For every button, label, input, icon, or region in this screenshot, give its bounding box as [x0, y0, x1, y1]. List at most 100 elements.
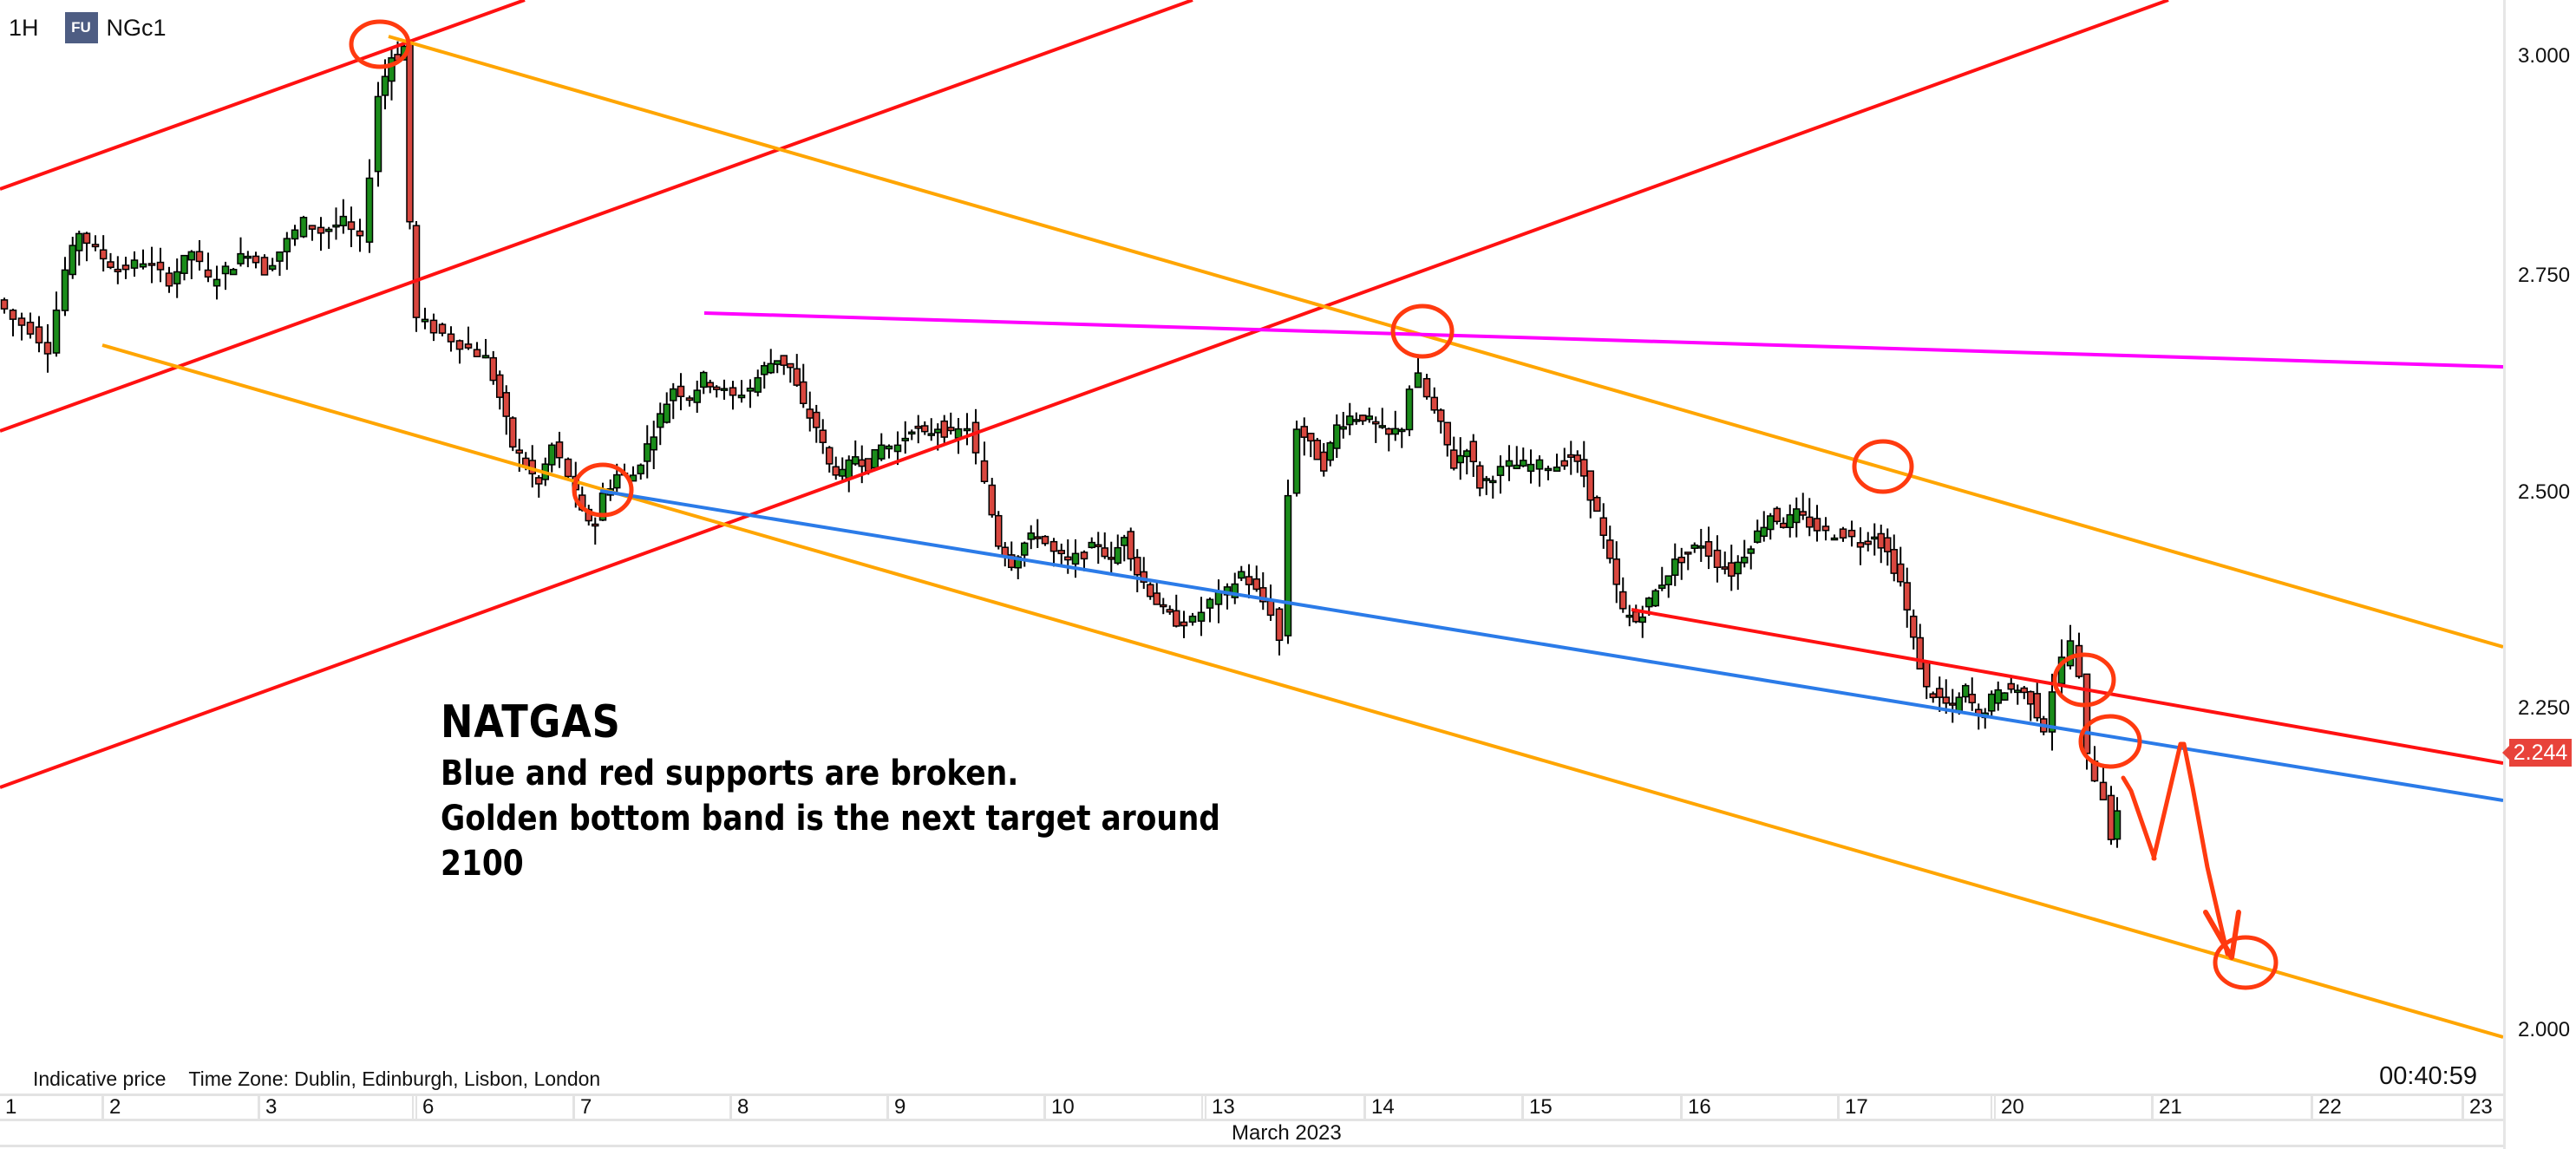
candle-body — [317, 226, 325, 234]
candle-body — [489, 356, 497, 382]
candle-body — [1968, 694, 1976, 704]
candle-body — [1153, 592, 1161, 605]
futures-badge-icon: FU — [64, 12, 98, 43]
candle-body — [221, 265, 230, 275]
candle-body — [252, 255, 260, 264]
candle-body — [1632, 610, 1640, 623]
time-axis[interactable]: 1 2 3 6 7 8 9 10 13 14 15 16 17 20 21 22 23 — [0, 1094, 2503, 1121]
candle-body — [1463, 450, 1471, 458]
candle-body — [82, 232, 91, 245]
chart-header: 1H FU NGc1 — [9, 12, 167, 43]
red-lower-channel-line — [0, 0, 2169, 789]
candle-body — [637, 464, 644, 475]
candle-body — [793, 368, 801, 386]
candle-body — [774, 360, 781, 365]
candle-body — [455, 340, 464, 350]
candle-body — [1897, 563, 1905, 583]
candle-body — [237, 252, 245, 264]
candle-body — [438, 323, 447, 334]
candle-body — [1513, 464, 1520, 470]
candle-body — [99, 249, 108, 260]
candle-body — [839, 468, 847, 477]
bar-countdown-timer: 00:40:59 — [2379, 1062, 2477, 1090]
annotation-line-1: Blue and red supports are broken. — [441, 754, 1019, 793]
timeframe-label[interactable]: 1H — [9, 14, 39, 41]
candle-body — [1300, 426, 1308, 438]
symbol-info[interactable]: FU NGc1 — [64, 12, 167, 43]
candle-body — [1773, 507, 1781, 523]
candle-body — [1385, 428, 1393, 435]
price-axis-label: 3.000 — [2518, 44, 2571, 68]
candle-body — [813, 411, 821, 428]
candle-body — [2107, 794, 2115, 840]
candle-body — [852, 456, 860, 465]
date-tick-20: 20 — [1991, 1096, 2024, 1119]
candle-body — [1476, 465, 1484, 489]
candle-body — [1049, 540, 1058, 552]
date-tick-2: 2 — [101, 1096, 121, 1119]
candle-body — [61, 269, 69, 311]
time-zone-label: Time Zone: Dublin, Edinburgh, Lisbon, Lo… — [188, 1067, 601, 1090]
candle-body — [347, 221, 356, 231]
candle-body — [535, 477, 543, 485]
candle-body — [1793, 508, 1801, 524]
month-axis: March 2023 — [0, 1121, 2503, 1147]
candle-body — [761, 365, 768, 375]
date-tick-17: 17 — [1837, 1096, 1868, 1119]
price-axis-label: 2.000 — [2518, 1018, 2571, 1041]
candle-body — [1671, 558, 1679, 576]
candle-body — [613, 473, 621, 489]
candle-body — [374, 95, 382, 173]
chart-area[interactable] — [0, 0, 2503, 1067]
candle-body — [1292, 428, 1301, 494]
candle-body — [1339, 426, 1347, 430]
candle-body — [1430, 396, 1438, 411]
candle-body — [1864, 540, 1872, 545]
candle-body — [1127, 531, 1134, 560]
candle-body — [677, 385, 685, 397]
candle-body — [1713, 549, 1722, 568]
candle-body — [291, 229, 299, 240]
candle-body — [165, 272, 173, 287]
candle-body — [1697, 545, 1705, 549]
candle-body — [496, 374, 504, 398]
candle-body — [1259, 587, 1267, 603]
candle-body — [1080, 552, 1089, 560]
price-axis-label: 2.500 — [2518, 480, 2571, 504]
date-tick-21: 21 — [2151, 1096, 2182, 1119]
candle-body — [832, 466, 840, 476]
candle-body — [381, 75, 389, 96]
candle-body — [195, 251, 204, 263]
candle-body — [1923, 661, 1931, 688]
candle-body — [767, 362, 775, 374]
candle-body — [1064, 556, 1072, 561]
candle-body — [1573, 454, 1581, 462]
candle-body — [908, 431, 916, 435]
candle-body — [1372, 421, 1380, 425]
candle-body — [1821, 526, 1830, 532]
candle-body — [1664, 575, 1672, 585]
candle-body — [1830, 537, 1839, 541]
candle-body — [819, 429, 827, 443]
candle-body — [858, 459, 866, 467]
candle-body — [700, 371, 708, 388]
candle-body — [412, 225, 421, 318]
chart-annotation: NATGAS Blue and red supports are broken.… — [441, 694, 1347, 886]
annotation-line-3: 2100 — [441, 844, 524, 884]
candle-body — [592, 523, 599, 527]
candle-body — [737, 395, 746, 399]
date-tick-9: 9 — [886, 1096, 906, 1119]
price-axis[interactable]: 3.000 2.750 2.500 2.250 2.000 2.244 — [2502, 0, 2576, 1149]
candle-body — [1962, 684, 1970, 698]
annotation-title: NATGAS — [441, 696, 621, 748]
candle-body — [1593, 497, 1601, 512]
candle-body — [1214, 591, 1223, 605]
candle-body — [1391, 428, 1399, 435]
candle-body — [276, 251, 284, 262]
circle-marker — [2052, 652, 2116, 708]
chart-info-line: Indicative price Time Zone: Dublin, Edin… — [33, 1067, 600, 1091]
candle-body — [1916, 637, 1924, 670]
candle-body — [107, 261, 114, 269]
candle-body — [1780, 522, 1788, 528]
candle-body — [1266, 600, 1275, 617]
